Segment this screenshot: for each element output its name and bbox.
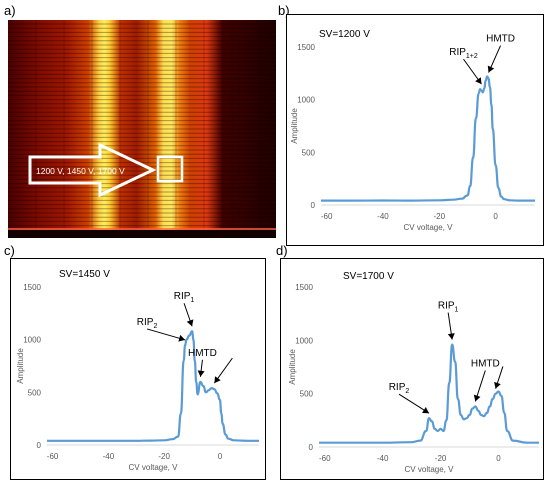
- x-tick-label: -20: [435, 454, 447, 463]
- chart-d-svg: SV=1700 V 0 500 1000 1500 -60 -40 -20 0 CV voltag…: [288, 271, 539, 474]
- chart-b-svg: SV=1200 V 0 500 1000 1500 -60 -40 -20 0 CV voltag…: [290, 29, 535, 232]
- arrow-label: 1200 V, 1450 V, 1700 V: [36, 166, 125, 176]
- y-tick-label: 0: [311, 201, 316, 210]
- y-tick-label: 1500: [297, 43, 315, 52]
- chart-d-frame: SV=1700 V 0 500 1000 1500 -60 -40 -20 0 CV voltag…: [280, 258, 544, 480]
- y-tick-label: 1500: [295, 283, 313, 292]
- heatmap-image: 1200 V, 1450 V, 1700 V: [8, 20, 276, 238]
- x-tick-label: -60: [321, 212, 333, 221]
- peak-annotation: RIP1+2: [449, 47, 478, 60]
- peak-annotation: RIP2: [137, 317, 158, 330]
- chart-b-frame: SV=1200 V 0 500 1000 1500 -60 -40 -20 0 CV voltag…: [286, 14, 544, 246]
- peak-annotation: RIP1: [174, 291, 195, 304]
- x-tick-label: -40: [103, 452, 115, 461]
- x-tick-label: -60: [319, 454, 331, 463]
- series-line: [321, 75, 535, 202]
- x-axis-label: CV voltage, V: [405, 465, 455, 474]
- heatmap-fill: [8, 20, 276, 238]
- x-tick-label: 0: [218, 452, 223, 461]
- arrow-icon: [28, 142, 157, 198]
- peak-annotation: HMTD: [188, 348, 217, 359]
- y-tick-label: 1500: [23, 283, 41, 292]
- arrow-head-icon: [475, 77, 482, 85]
- highlight-box: [156, 155, 184, 183]
- panel-a-letter: a): [4, 3, 16, 18]
- x-axis-label: CV voltage, V: [404, 223, 454, 232]
- arrow-head-icon: [494, 381, 501, 389]
- x-tick-label: -40: [377, 212, 389, 221]
- arrow-head-icon: [447, 333, 455, 340]
- chart-title: SV=1700 V: [343, 271, 394, 282]
- heatmap-svg: 1200 V, 1450 V, 1700 V: [8, 20, 276, 238]
- chart-title: SV=1200 V: [319, 29, 370, 40]
- x-tick-label: -60: [47, 452, 59, 461]
- peak-annotation: HMTD: [486, 34, 515, 45]
- arrow-head-icon: [214, 376, 221, 384]
- x-tick-label: -40: [377, 454, 389, 463]
- x-axis-label: CV voltage, V: [129, 463, 179, 472]
- y-tick-label: 500: [302, 148, 316, 157]
- panel-c-letter: c): [4, 243, 15, 258]
- y-tick-label: 1000: [295, 336, 313, 345]
- x-tick-label: -20: [158, 452, 170, 461]
- x-tick-label: 0: [493, 212, 498, 221]
- arrow-head-icon: [422, 407, 429, 414]
- arrow-head-icon: [197, 370, 205, 377]
- y-tick-label: 1000: [23, 336, 41, 345]
- annotation-arrow: [146, 328, 186, 341]
- series-line: [319, 343, 539, 444]
- peak-annotation: RIP2: [389, 382, 410, 395]
- y-tick-label: 0: [309, 443, 314, 452]
- arrow-head-icon: [178, 334, 186, 342]
- y-tick-label: 1000: [297, 96, 315, 105]
- y-axis-label: Amplitude: [288, 349, 297, 385]
- peak-annotation: RIP1: [438, 301, 459, 314]
- y-axis-label: Amplitude: [16, 348, 25, 384]
- arrow-head-icon: [473, 394, 481, 402]
- chart-c-frame: SV=1450 V 0 500 1000 1500 -60 -40 -20 0 CV voltag…: [10, 258, 266, 480]
- heatmap-row-lines: [8, 20, 276, 228]
- y-axis-label: Amplitude: [290, 108, 299, 144]
- panel-b-letter: b): [278, 3, 290, 18]
- chart-title: SV=1450 V: [59, 269, 110, 280]
- x-tick-label: 0: [496, 454, 501, 463]
- peak-annotation: HMTD: [471, 358, 500, 369]
- series-line: [47, 330, 259, 442]
- y-tick-label: 500: [28, 388, 42, 397]
- heatmap-bottom-band: [8, 230, 276, 238]
- x-tick-label: -20: [433, 212, 445, 221]
- y-tick-label: 500: [300, 390, 314, 399]
- arrow-head-icon: [186, 319, 194, 327]
- y-tick-label: 0: [37, 441, 42, 450]
- arrow-head-icon: [487, 65, 495, 73]
- panel-d-letter: d): [276, 243, 288, 258]
- chart-c-svg: SV=1450 V 0 500 1000 1500 -60 -40 -20 0 CV voltag…: [16, 269, 259, 472]
